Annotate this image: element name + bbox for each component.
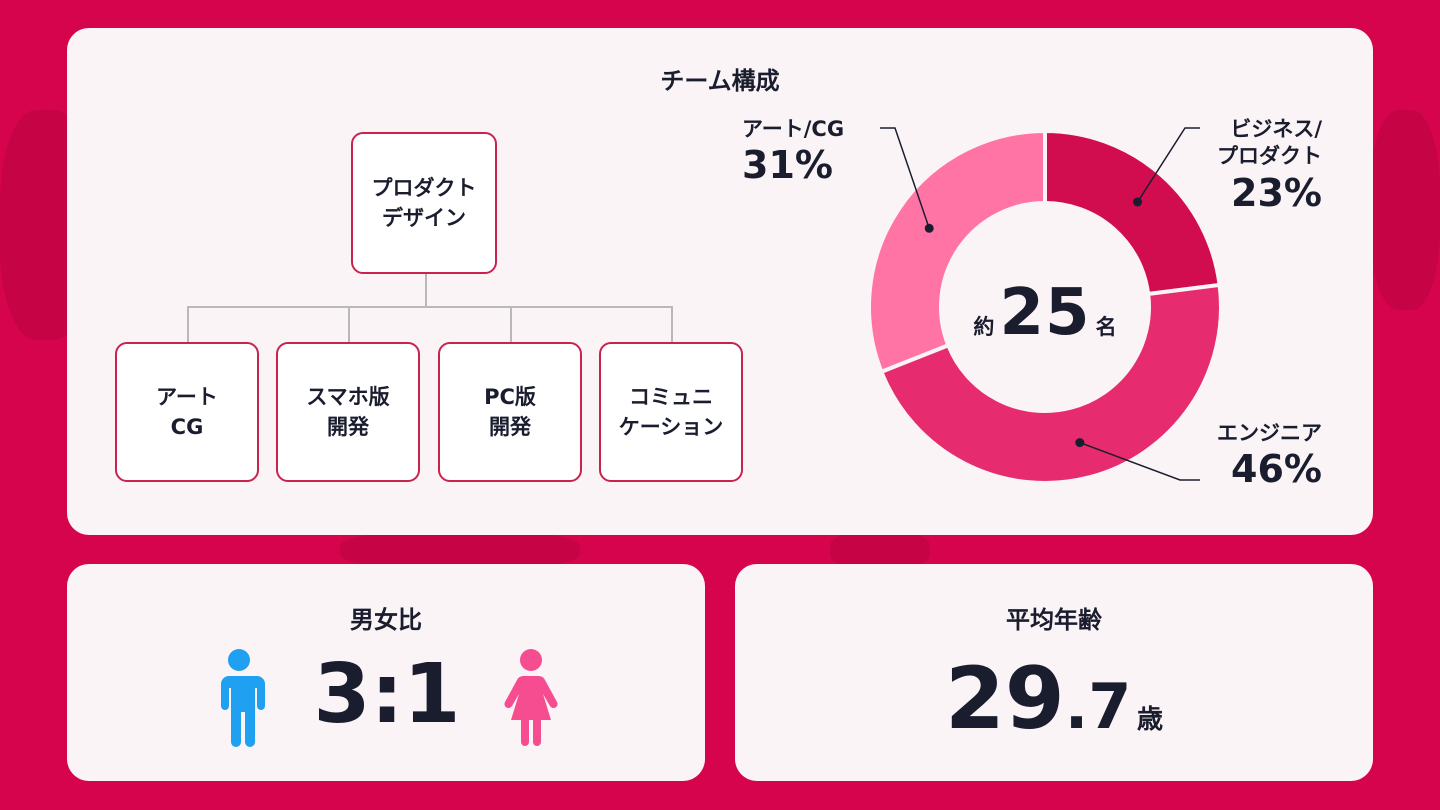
org-child-art-cg: アート CG [115, 342, 259, 482]
org-child-communication: コミュニ ケーション [599, 342, 743, 482]
donut-center-suffix: 名 [1095, 315, 1117, 339]
background-map-shape [340, 530, 580, 570]
slice-pct-art-cg: 31% [742, 143, 833, 188]
slice-label-engineer: エンジニア 46% [1217, 420, 1322, 493]
female-person-icon [504, 649, 558, 746]
org-connector [187, 306, 673, 308]
average-age-value: 29.7 歳 [735, 656, 1373, 742]
leader-line [1136, 127, 1200, 203]
leader-line [1079, 441, 1200, 481]
leader-dot [924, 223, 934, 233]
org-connector [510, 306, 512, 342]
donut-center-prefix: 約 [973, 315, 995, 339]
slice-engineer [878, 282, 1223, 485]
donut-center-label: 約 25 名 [940, 276, 1150, 350]
average-age-title: 平均年齢 [1006, 606, 1102, 634]
slice-label-business: ビジネス/ プロダクト 23% [1217, 116, 1322, 216]
slice-name-business: ビジネス/ プロダクト [1217, 117, 1322, 169]
team-composition-title: チーム構成 [660, 67, 780, 95]
slice-pct-business: 23% [1231, 170, 1322, 215]
slice-name-engineer: エンジニア [1217, 421, 1322, 445]
leader-line [880, 127, 930, 229]
slice-name-art-cg: アート/CG [742, 117, 845, 141]
male-person-icon [221, 649, 265, 747]
background-map-shape [830, 530, 930, 570]
background-map-shape [1370, 110, 1440, 310]
slice-business [1043, 128, 1222, 297]
org-connector [425, 274, 427, 306]
gender-ratio-value: 3:1 [313, 647, 461, 742]
org-connector [348, 306, 350, 342]
average-age-card: 平均年齢 29.7 歳 [735, 564, 1373, 781]
leader-dot [1075, 438, 1085, 448]
org-connector [187, 306, 189, 342]
gender-ratio-card: 男女比 3:1 [67, 564, 705, 781]
average-age-unit: 歳 [1136, 705, 1163, 735]
gender-ratio-title: 男女比 [350, 606, 422, 634]
slice-pct-engineer: 46% [1231, 447, 1322, 492]
org-child-pc-dev: PC版 開発 [438, 342, 582, 482]
leader-dot [1133, 197, 1143, 207]
average-age-decimal: .7 [1064, 670, 1132, 743]
slice-label-art-cg: アート/CG 31% [742, 116, 844, 189]
org-root-box: プロダクト デザイン [351, 132, 497, 274]
team-donut-chart [867, 127, 1223, 485]
org-child-mobile-dev: スマホ版 開発 [276, 342, 420, 482]
org-connector [671, 306, 673, 342]
average-age-integer: 29 [945, 649, 1065, 749]
donut-center-value: 25 [999, 276, 1091, 350]
slice-art-cg [867, 128, 1047, 375]
